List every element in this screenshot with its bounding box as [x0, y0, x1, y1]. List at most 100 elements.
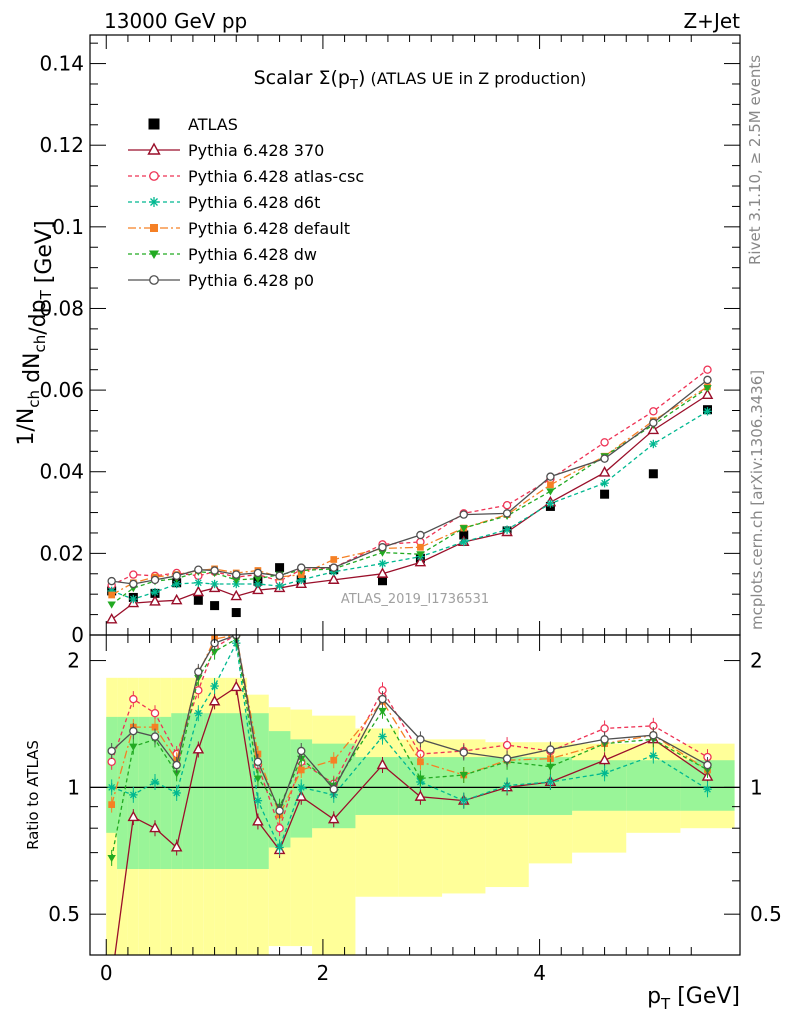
- inner-uncertainty-band: [626, 760, 681, 811]
- point-pythia-6-428-default-10: [330, 556, 338, 563]
- legend-label: ATLAS: [188, 115, 238, 134]
- point-pythia-6-428-p0-18: [703, 375, 712, 385]
- point-pythia-6-428-default-12: [417, 543, 424, 551]
- point-pythia-6-428-p0-6: [232, 570, 241, 579]
- series-pythia-6-428-dw: [107, 385, 712, 609]
- line-pythia-6-428-default: [111, 386, 708, 596]
- ratio-point-pythia-6-428-atlas-csc-16: [600, 724, 609, 733]
- legend-label: Pythia 6.428 dw: [188, 245, 317, 264]
- point-pythia-6-428-370-16: [598, 466, 611, 477]
- inner-uncertainty-band: [149, 716, 161, 870]
- ratio-point-pythia-6-428-d6t-7: [253, 796, 263, 805]
- legend-item-pythia-6-428-default: Pythia 6.428 default: [128, 219, 350, 238]
- ratio-point-pythia-6-428-d6t-5: [210, 681, 219, 691]
- main-ytick-label: 0.06: [39, 378, 84, 402]
- point-pythia-6-428-atlas-csc-14: [502, 500, 512, 510]
- ratio-point-pythia-6-428-p0-17: [649, 730, 658, 740]
- ratio-point-pythia-6-428-d6t-17: [649, 751, 658, 760]
- point-pythia-6-428-370-4: [192, 585, 205, 597]
- legend-marker: [147, 142, 161, 155]
- inner-uncertainty-band: [106, 716, 118, 833]
- chart-title: Scalar Σ(pT) (ATLAS UE in Z production): [254, 67, 587, 93]
- legend-label: Pythia 6.428 370: [188, 141, 324, 160]
- rivet-version-label: Rivet 3.1.10, ≥ 2.5M events: [746, 55, 764, 265]
- ratio-point-pythia-6-428-p0-15: [546, 745, 555, 754]
- ratio-point-pythia-6-428-d6t-15: [546, 777, 555, 787]
- point-pythia-6-428-atlas-csc-1: [129, 570, 138, 579]
- ratio-point-pythia-6-428-default-0: [108, 801, 116, 808]
- point-pythia-6-428-d6t-4: [194, 578, 203, 587]
- inner-uncertainty-band: [160, 716, 172, 870]
- ratio-point-pythia-6-428-370-9: [295, 790, 308, 801]
- point-atlas-5: [210, 601, 220, 611]
- line-pythia-6-428-atlas-csc: [111, 369, 708, 586]
- series-pythia-6-428-atlas-csc: [107, 365, 712, 590]
- ratio-plot-panel: 0.5 0.5 1 1 2 2 0 2 4: [48, 634, 782, 985]
- point-pythia-6-428-dw-7: [253, 575, 263, 583]
- ratio-point-pythia-6-428-dw-0: [107, 854, 116, 863]
- mcplots-source-label: mcplots.cern.ch [arXiv:1306.3436]: [748, 370, 766, 630]
- point-pythia-6-428-p0-9: [297, 563, 306, 572]
- ratio-point-pythia-6-428-atlas-csc-14: [502, 740, 512, 750]
- point-pythia-6-428-370-6: [230, 589, 243, 601]
- point-atlas-6: [231, 608, 241, 618]
- legend-label: Pythia 6.428 d6t: [188, 193, 320, 212]
- main-y-axis-label: 1/Nch dNch/dpT [GeV]: [14, 220, 57, 445]
- legend-marker: [149, 275, 159, 285]
- point-pythia-6-428-370-10: [327, 573, 340, 584]
- ratio-point-pythia-6-428-370-12: [414, 790, 427, 801]
- legend-item-pythia-6-428-dw: Pythia 6.428 dw: [128, 245, 317, 264]
- point-pythia-6-428-d6t-11: [378, 559, 387, 568]
- ratio-point-pythia-6-428-dw-7: [253, 775, 263, 783]
- ratio-ytick-label: 1: [67, 775, 80, 799]
- ratio-point-pythia-6-428-d6t-4: [194, 708, 203, 718]
- ratio-point-pythia-6-428-p0-8: [275, 806, 284, 815]
- inner-uncertainty-band: [138, 716, 150, 870]
- ratio-point-pythia-6-428-370-16: [598, 753, 611, 765]
- x-axis-label: pT [GeV]: [647, 984, 740, 1013]
- ratio-point-pythia-6-428-p0-9: [297, 746, 306, 756]
- reference-id-label: ATLAS_2019_I1736531: [341, 592, 489, 607]
- ratio-point-pythia-6-428-370-3: [170, 840, 183, 852]
- legend-item-pythia-6-428-370: Pythia 6.428 370: [128, 141, 324, 160]
- ratio-point-pythia-6-428-dw-13: [459, 772, 468, 780]
- point-pythia-6-428-p0-12: [416, 530, 425, 540]
- main-ytick-label: 0.02: [39, 541, 84, 565]
- ratio-point-pythia-6-428-p0-12: [416, 735, 425, 744]
- ratio-point-pythia-6-428-default-12: [417, 758, 424, 766]
- ratio-point-pythia-6-428-d6t-0: [107, 783, 116, 792]
- point-pythia-6-428-d6t-16: [600, 478, 609, 488]
- legend-item-pythia-6-428-atlas-csc: Pythia 6.428 atlas-csc: [128, 167, 364, 186]
- main-ytick-label: 0.04: [39, 460, 84, 484]
- point-pythia-6-428-p0-3: [172, 571, 181, 581]
- legend-item-pythia-6-428-d6t: Pythia 6.428 d6t: [128, 193, 320, 212]
- ratio-point-pythia-6-428-d6t-18: [703, 785, 712, 794]
- point-atlas-17: [648, 469, 658, 479]
- point-pythia-6-428-d6t-14: [502, 525, 512, 534]
- point-pythia-6-428-default-15: [547, 481, 554, 489]
- main-ytick-label: 0.12: [39, 133, 84, 157]
- legend-marker: [148, 118, 160, 130]
- ratio-point-pythia-6-428-p0-2: [150, 732, 160, 741]
- series-pythia-6-428-370: [105, 388, 714, 624]
- inner-uncertainty-band: [225, 713, 248, 870]
- point-pythia-6-428-p0-14: [502, 509, 512, 518]
- main-ytick-label: 0.1: [52, 215, 84, 239]
- point-pythia-6-428-370-2: [149, 595, 161, 606]
- ratio-point-pythia-6-428-d6t-11: [378, 732, 387, 741]
- point-pythia-6-428-dw-6: [232, 576, 241, 585]
- point-pythia-6-428-p0-2: [150, 575, 160, 585]
- ratio-point-pythia-6-428-370-2: [149, 821, 161, 833]
- point-pythia-6-428-370-3: [170, 593, 183, 605]
- point-pythia-6-428-p0-11: [378, 543, 387, 552]
- legend-item-pythia-6-428-p0: Pythia 6.428 p0: [128, 271, 314, 290]
- ratio-point-pythia-6-428-d6t-2: [150, 777, 160, 787]
- main-ytick-label: 0.14: [39, 52, 84, 76]
- point-pythia-6-428-d6t-8: [275, 581, 284, 591]
- point-pythia-6-428-p0-15: [546, 472, 555, 481]
- ratio-point-pythia-6-428-p0-18: [703, 760, 712, 770]
- point-pythia-6-428-d6t-15: [546, 499, 555, 508]
- inner-uncertainty-band: [214, 713, 226, 870]
- point-pythia-6-428-p0-5: [210, 566, 219, 575]
- point-pythia-6-428-p0-7: [253, 568, 263, 578]
